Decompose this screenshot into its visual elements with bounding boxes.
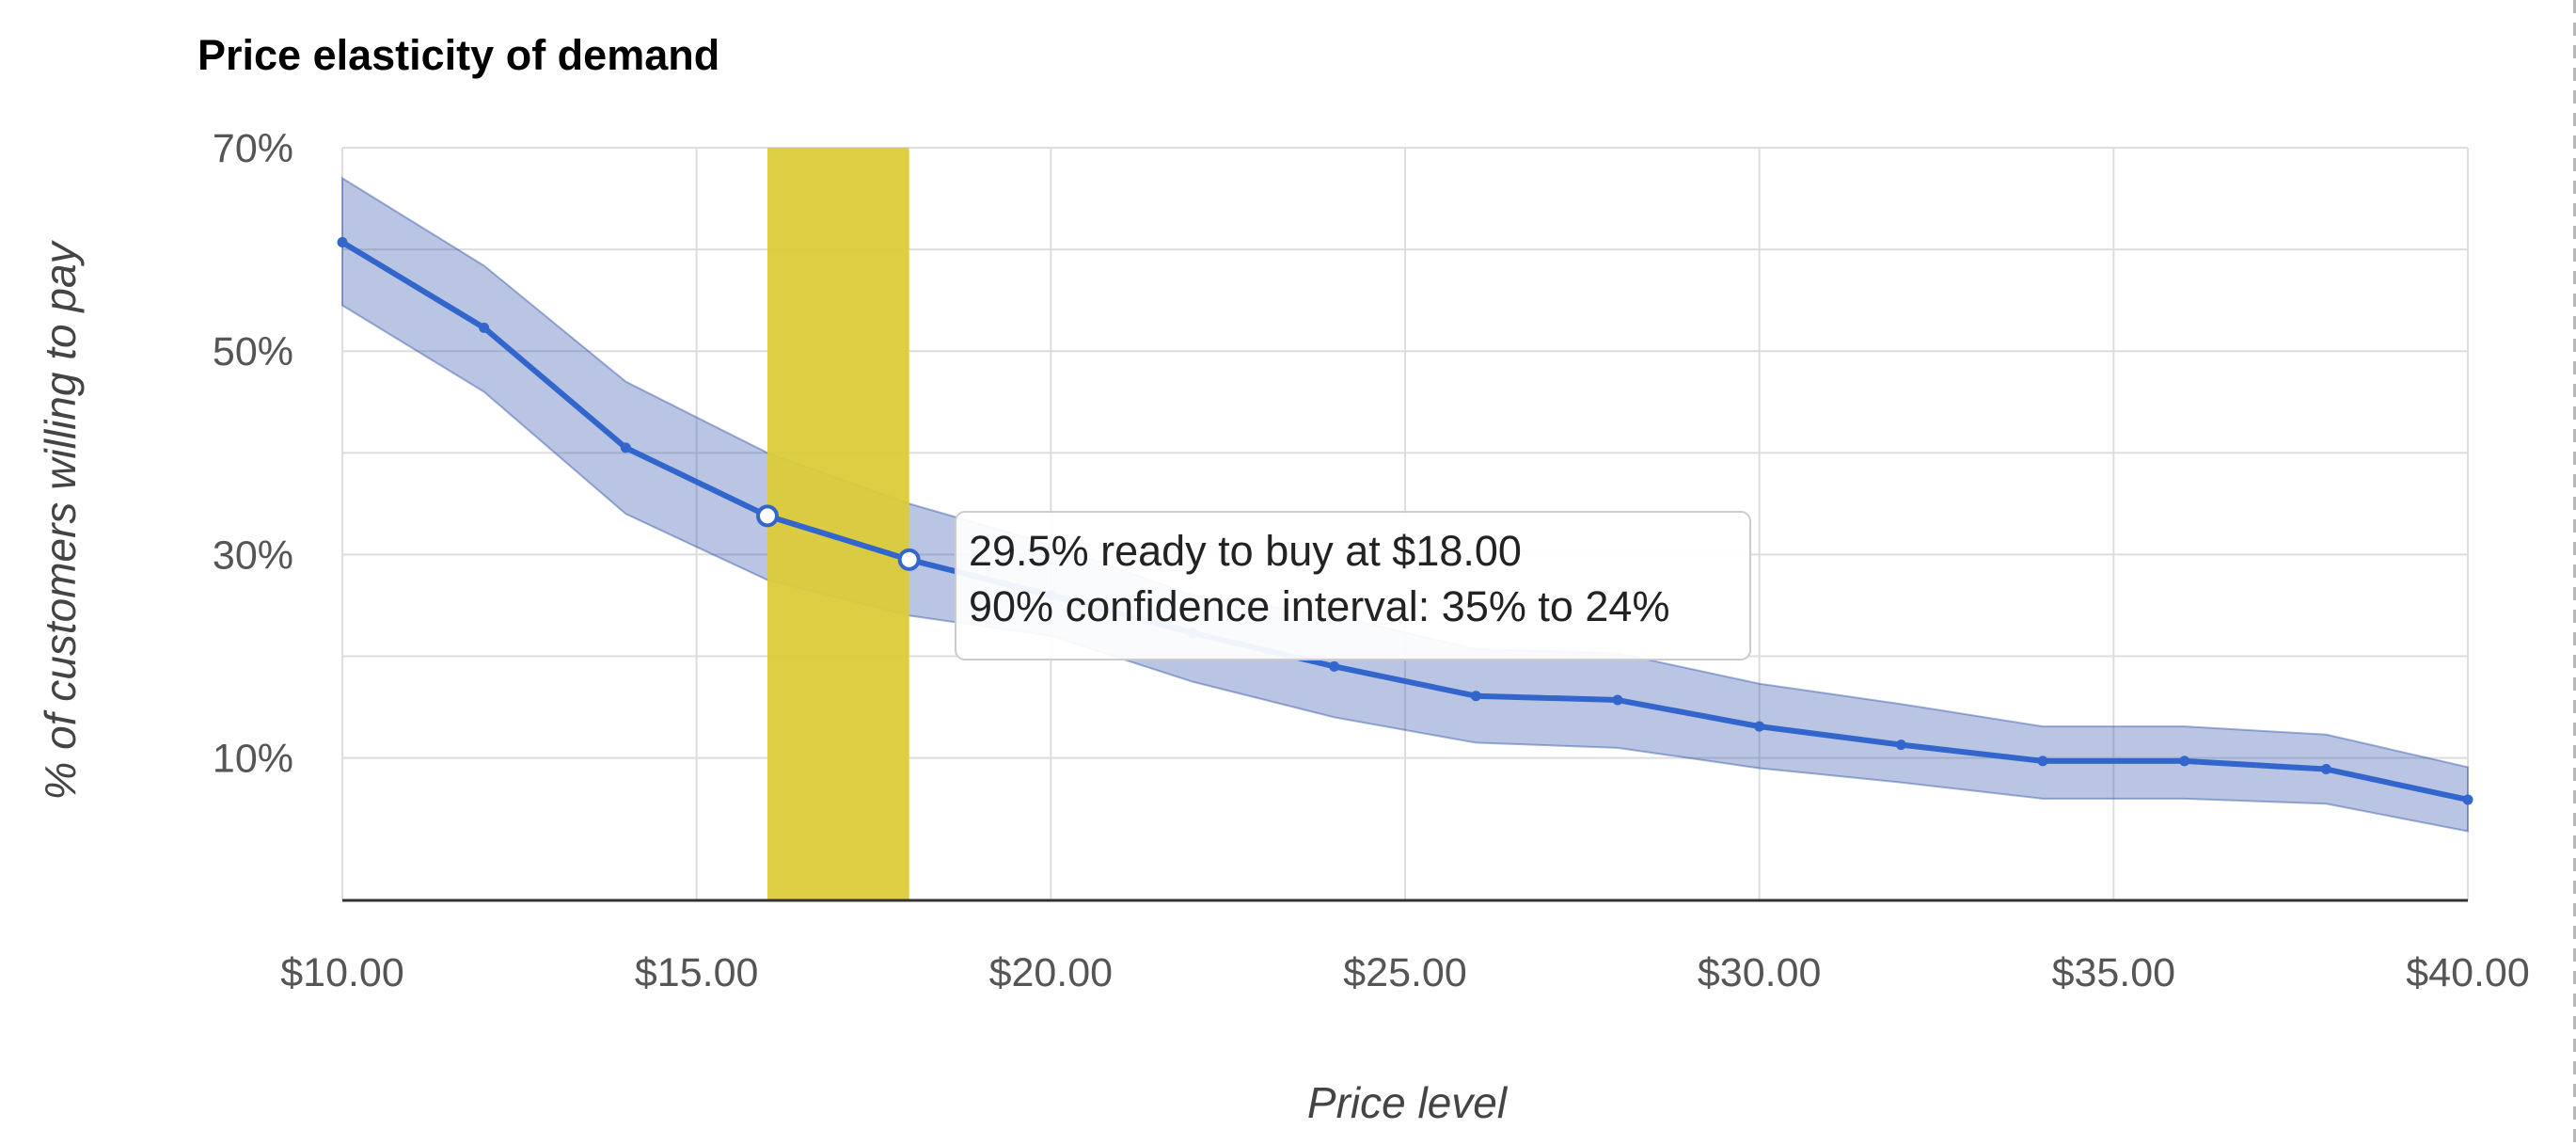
data-point-8 bbox=[1470, 691, 1481, 702]
tooltip-box bbox=[955, 511, 1751, 660]
demand-line bbox=[340, 239, 2471, 803]
x-tick-label-0: $10.00 bbox=[280, 950, 404, 995]
data-point-2 bbox=[620, 442, 631, 453]
page-edge-divider bbox=[2573, 0, 2576, 1145]
y-tick-label-0: 10% bbox=[213, 737, 293, 782]
data-point-10 bbox=[1754, 721, 1765, 732]
tick-labels-layer: $10.00 $15.00 $20.00 $25.00 $30.00 $35.00 $40.… bbox=[213, 126, 2530, 995]
gridlines bbox=[341, 147, 2469, 900]
y-tick-label-1: 30% bbox=[213, 533, 293, 578]
chart-title: Price elasticity of demand bbox=[198, 31, 719, 79]
data-point-highlighted-4 bbox=[897, 548, 921, 571]
x-tick-label-3: $25.00 bbox=[1343, 950, 1467, 995]
data-point-9 bbox=[1612, 694, 1623, 706]
data-point-13 bbox=[2179, 755, 2190, 767]
tooltip-line-1: 29.5% ready to buy at $18.00 bbox=[969, 527, 1522, 575]
data-point-0 bbox=[337, 237, 348, 248]
data-point-1 bbox=[479, 322, 490, 333]
x-tick-label-4: $30.00 bbox=[1698, 950, 1822, 995]
x-tick-label-1: $15.00 bbox=[635, 950, 759, 995]
data-point-12 bbox=[2037, 755, 2048, 767]
data-point-highlighted-3 bbox=[756, 504, 779, 528]
y-tick-label-3: 70% bbox=[213, 126, 293, 171]
x-tick-label-5: $35.00 bbox=[2052, 950, 2176, 995]
data-points-layer bbox=[337, 237, 2473, 805]
data-point-15 bbox=[2462, 794, 2473, 805]
x-tick-label-2: $20.00 bbox=[989, 950, 1114, 995]
tooltip-line-2: 90% confidence interval: 35% to 24% bbox=[969, 582, 1669, 630]
x-tick-label-6: $40.00 bbox=[2406, 950, 2530, 995]
demand-line-layer bbox=[340, 239, 2471, 803]
data-point-7 bbox=[1329, 660, 1340, 672]
tooltip: 29.5% ready to buy at $18.00 90% confide… bbox=[955, 511, 1751, 660]
data-point-14 bbox=[2320, 764, 2331, 775]
y-tick-label-2: 50% bbox=[213, 329, 293, 374]
y-axis-title: % of customers willing to pay bbox=[36, 239, 85, 800]
x-axis-title: Price level bbox=[1307, 1078, 1509, 1127]
data-point-11 bbox=[1895, 739, 1906, 751]
